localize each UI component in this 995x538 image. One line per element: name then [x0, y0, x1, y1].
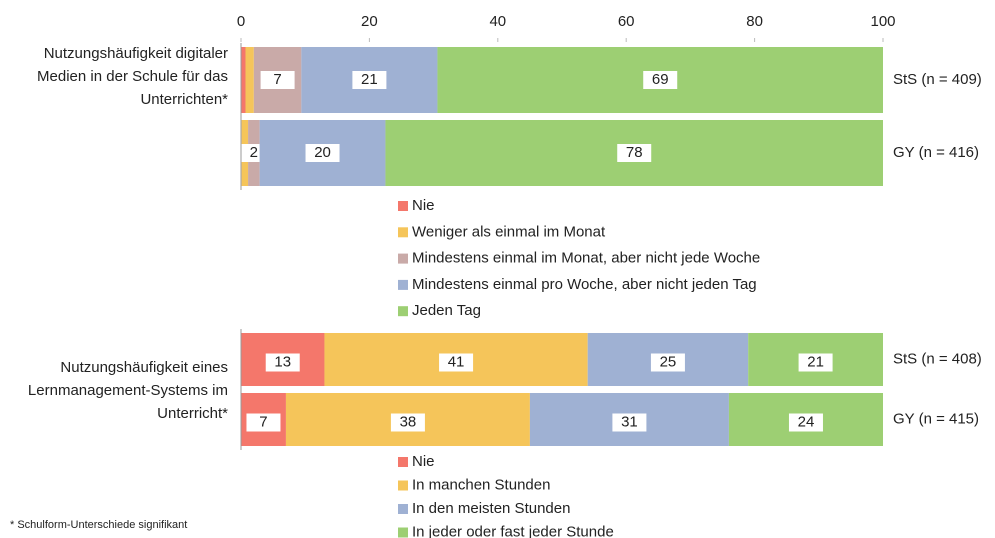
legend-swatch — [398, 227, 408, 238]
x-tick-label: 20 — [361, 13, 378, 30]
category-label: StS (n = 409) — [893, 71, 982, 88]
value-label-box — [265, 353, 300, 372]
legend-swatch — [398, 527, 408, 538]
legend-label: In jeder oder fast jeder Stunde — [412, 523, 614, 538]
legend-swatch — [398, 201, 408, 211]
value-label-box — [788, 413, 823, 432]
value-label: 24 — [798, 413, 815, 430]
value-label: 7 — [259, 413, 267, 430]
x-tick-label: 80 — [746, 13, 763, 30]
legend-swatch — [398, 504, 408, 514]
value-label: 25 — [660, 353, 677, 370]
category-label: GY (n = 416) — [893, 144, 979, 161]
x-tick-label: 40 — [489, 13, 506, 30]
value-label-box — [612, 413, 647, 432]
legend-swatch — [398, 279, 408, 290]
category-label: GY (n = 415) — [893, 410, 979, 427]
legend-swatch — [398, 253, 408, 264]
category-label: StS (n = 408) — [893, 350, 982, 367]
value-label-box — [798, 353, 833, 372]
legend-swatch — [398, 306, 408, 317]
legend-swatch — [398, 480, 408, 491]
footnote: * Schulform-Unterschiede signifikant — [10, 519, 188, 531]
value-label-box — [305, 144, 340, 162]
legend-label: In den meisten Stunden — [412, 500, 570, 517]
value-label: 2 — [250, 144, 258, 161]
value-label: 78 — [626, 144, 643, 161]
value-label-box — [260, 71, 295, 89]
legend-label: Nie — [412, 197, 435, 214]
value-label: 7 — [273, 71, 281, 88]
legend-label: Jeden Tag — [412, 302, 481, 319]
value-label-box — [439, 353, 474, 372]
panel-title: Nutzungshäufigkeit eines Lernmanagement-… — [27, 359, 228, 422]
legend-label: Mindestens einmal im Monat, aber nicht j… — [412, 250, 760, 267]
value-label: 31 — [621, 413, 638, 430]
value-label-box — [390, 413, 425, 432]
value-label: 20 — [314, 144, 331, 161]
x-tick-label: 60 — [618, 13, 635, 30]
value-label-box — [246, 413, 281, 432]
bar-segment — [245, 47, 254, 113]
legend-label: Mindestens einmal pro Woche, aber nicht … — [412, 276, 757, 293]
value-label: 13 — [274, 353, 291, 370]
value-label: 21 — [361, 71, 378, 88]
legend-label: Weniger als einmal im Monat — [412, 223, 606, 240]
bar-segment — [241, 47, 246, 113]
x-tick-label: 100 — [870, 13, 895, 30]
value-label-box — [352, 71, 387, 89]
value-label-box — [617, 144, 652, 162]
value-label: 21 — [807, 353, 824, 370]
value-label: 38 — [400, 413, 417, 430]
value-label-box — [650, 353, 685, 372]
value-label-box — [643, 71, 678, 89]
legend-label: In manchen Stunden — [412, 476, 550, 493]
legend-swatch — [398, 457, 408, 467]
x-tick-label: 0 — [237, 13, 245, 30]
value-label: 41 — [448, 353, 465, 370]
panel-title: Nutzungshäufigkeit digitaler Medien in d… — [37, 45, 228, 108]
legend-label: Nie — [412, 453, 435, 470]
value-label: 69 — [652, 71, 669, 88]
